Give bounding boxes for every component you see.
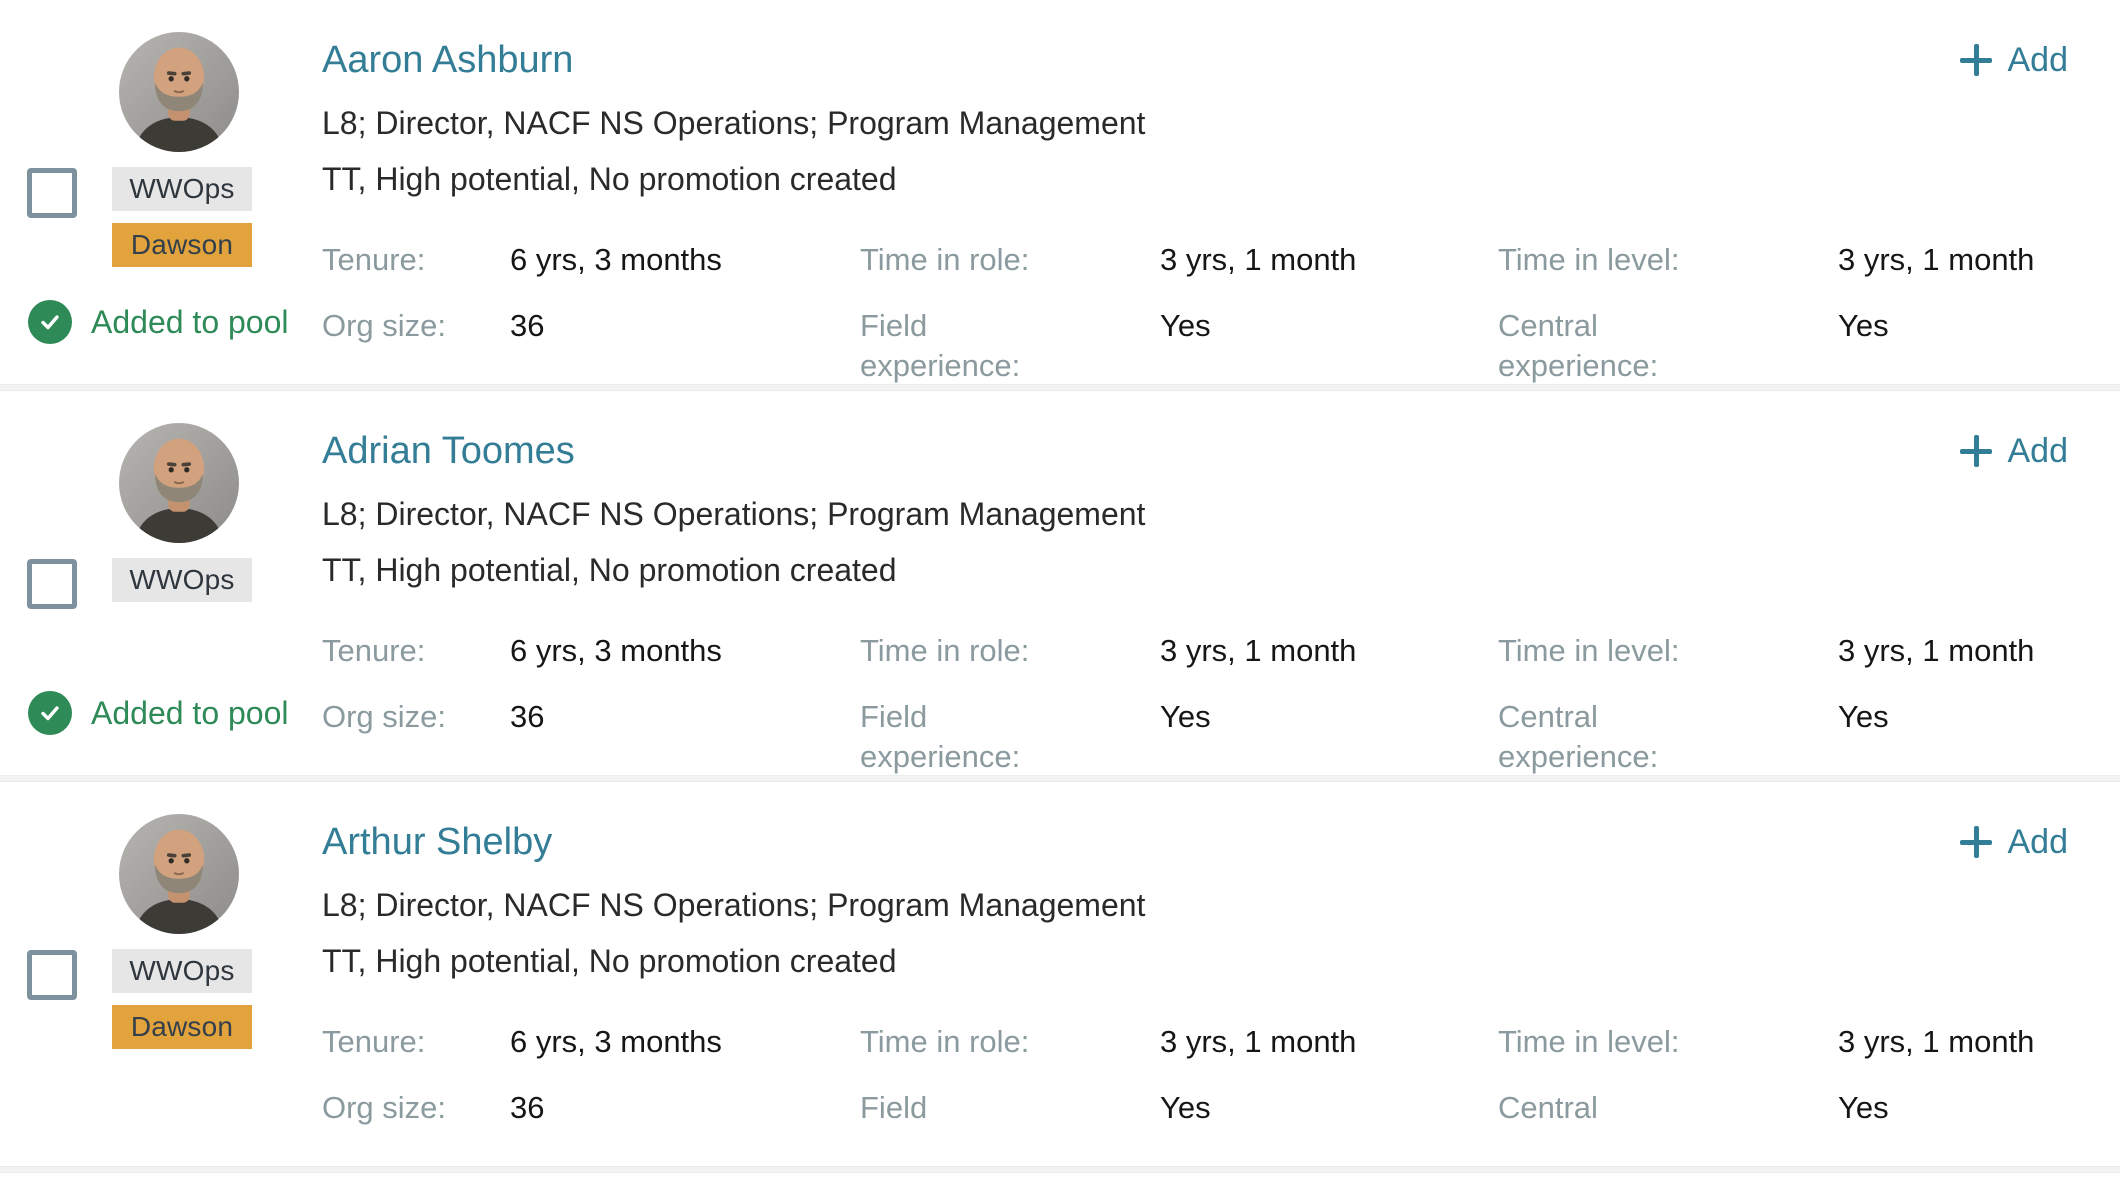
time-in-role-value: 3 yrs, 1 month bbox=[1160, 1024, 1357, 1059]
person-title: L8; Director, NACF NS Operations; Progra… bbox=[322, 496, 1146, 532]
field-experience-value: Yes bbox=[1160, 1090, 1211, 1125]
time-in-level-value: 3 yrs, 1 month bbox=[1838, 1024, 2035, 1059]
central-experience-value: Yes bbox=[1838, 699, 1889, 734]
add-button[interactable]: Add bbox=[1959, 38, 2069, 82]
org-size-value: 36 bbox=[510, 1090, 545, 1125]
field-experience-label: Field experience: bbox=[860, 1090, 928, 1125]
person-details: Tenure: 6 yrs, 3 months Time in role: 3 … bbox=[322, 240, 2068, 386]
org-size-label: Org size: bbox=[322, 308, 447, 343]
person-details: Tenure: 6 yrs, 3 months Time in role: 3 … bbox=[322, 1022, 2068, 1128]
add-button-label: Add bbox=[2007, 432, 2069, 470]
person-tag: Dawson bbox=[112, 223, 252, 267]
person-name-link[interactable]: Aaron Ashburn bbox=[322, 39, 574, 81]
central-experience-label: Central experience: bbox=[1498, 308, 1659, 383]
add-button[interactable]: Add bbox=[1959, 820, 2069, 864]
field-experience-label: Field experience: bbox=[860, 699, 1021, 774]
time-in-role-label: Time in role: bbox=[860, 1024, 1030, 1059]
central-experience-label: Central experience: bbox=[1498, 1090, 1598, 1125]
avatar bbox=[119, 32, 239, 152]
person-card: WWOps Added to pool Adrian Toomes L8; Di… bbox=[0, 391, 2120, 775]
avatar bbox=[119, 814, 239, 934]
add-button-label: Add bbox=[2007, 41, 2069, 79]
check-icon bbox=[28, 300, 72, 344]
plus-icon bbox=[1959, 44, 1992, 76]
avatar bbox=[119, 423, 239, 543]
time-in-level-label: Time in level: bbox=[1498, 633, 1680, 668]
plus-icon bbox=[1959, 826, 1992, 858]
time-in-level-value: 3 yrs, 1 month bbox=[1838, 242, 2035, 277]
select-person-checkbox[interactable] bbox=[27, 950, 77, 1000]
org-size-value: 36 bbox=[510, 308, 545, 343]
person-title: L8; Director, NACF NS Operations; Progra… bbox=[322, 105, 1146, 141]
check-icon bbox=[28, 691, 72, 735]
tenure-value: 6 yrs, 3 months bbox=[510, 633, 722, 668]
person-details: Tenure: 6 yrs, 3 months Time in role: 3 … bbox=[322, 631, 2068, 777]
org-size-value: 36 bbox=[510, 699, 545, 734]
time-in-role-label: Time in role: bbox=[860, 242, 1030, 277]
card-separator bbox=[0, 775, 2120, 782]
card-separator bbox=[0, 384, 2120, 391]
tenure-label: Tenure: bbox=[322, 633, 426, 668]
org-size-label: Org size: bbox=[322, 1090, 447, 1125]
select-person-checkbox[interactable] bbox=[27, 559, 77, 609]
person-title: L8; Director, NACF NS Operations; Progra… bbox=[322, 887, 1146, 923]
added-to-pool-badge: Added to pool bbox=[28, 300, 289, 344]
card-separator bbox=[0, 1166, 2120, 1173]
person-tag: WWOps bbox=[112, 949, 252, 993]
time-in-level-label: Time in level: bbox=[1498, 242, 1680, 277]
tenure-value: 6 yrs, 3 months bbox=[510, 242, 722, 277]
add-button-label: Add bbox=[2007, 823, 2069, 861]
tenure-value: 6 yrs, 3 months bbox=[510, 1024, 722, 1059]
plus-icon bbox=[1959, 435, 1992, 467]
org-size-label: Org size: bbox=[322, 699, 447, 734]
person-flags: TT, High potential, No promotion created bbox=[322, 552, 897, 588]
person-tag: WWOps bbox=[112, 167, 252, 211]
person-card: WWOps Dawson Added to pool Aaron Ashburn… bbox=[0, 0, 2120, 384]
tenure-label: Tenure: bbox=[322, 242, 426, 277]
added-to-pool-badge: Added to pool bbox=[28, 691, 289, 735]
field-experience-value: Yes bbox=[1160, 308, 1211, 343]
person-name-link[interactable]: Adrian Toomes bbox=[322, 430, 575, 472]
person-tag: WWOps bbox=[112, 558, 252, 602]
select-person-checkbox[interactable] bbox=[27, 168, 77, 218]
time-in-role-value: 3 yrs, 1 month bbox=[1160, 242, 1357, 277]
tenure-label: Tenure: bbox=[322, 1024, 426, 1059]
person-card: WWOps Dawson Added to pool Arthur Shelby… bbox=[0, 782, 2120, 1166]
added-to-pool-label: Added to pool bbox=[91, 695, 289, 731]
field-experience-value: Yes bbox=[1160, 699, 1211, 734]
person-flags: TT, High potential, No promotion created bbox=[322, 161, 897, 197]
add-button[interactable]: Add bbox=[1959, 429, 2069, 473]
person-tag: Dawson bbox=[112, 1005, 252, 1049]
time-in-role-label: Time in role: bbox=[860, 633, 1030, 668]
time-in-level-value: 3 yrs, 1 month bbox=[1838, 633, 2035, 668]
added-to-pool-label: Added to pool bbox=[91, 304, 289, 340]
field-experience-label: Field experience: bbox=[860, 308, 1021, 383]
time-in-role-value: 3 yrs, 1 month bbox=[1160, 633, 1357, 668]
person-name-link[interactable]: Arthur Shelby bbox=[322, 821, 553, 863]
time-in-level-label: Time in level: bbox=[1498, 1024, 1680, 1059]
central-experience-value: Yes bbox=[1838, 1090, 1889, 1125]
person-flags: TT, High potential, No promotion created bbox=[322, 943, 897, 979]
central-experience-label: Central experience: bbox=[1498, 699, 1659, 774]
central-experience-value: Yes bbox=[1838, 308, 1889, 343]
